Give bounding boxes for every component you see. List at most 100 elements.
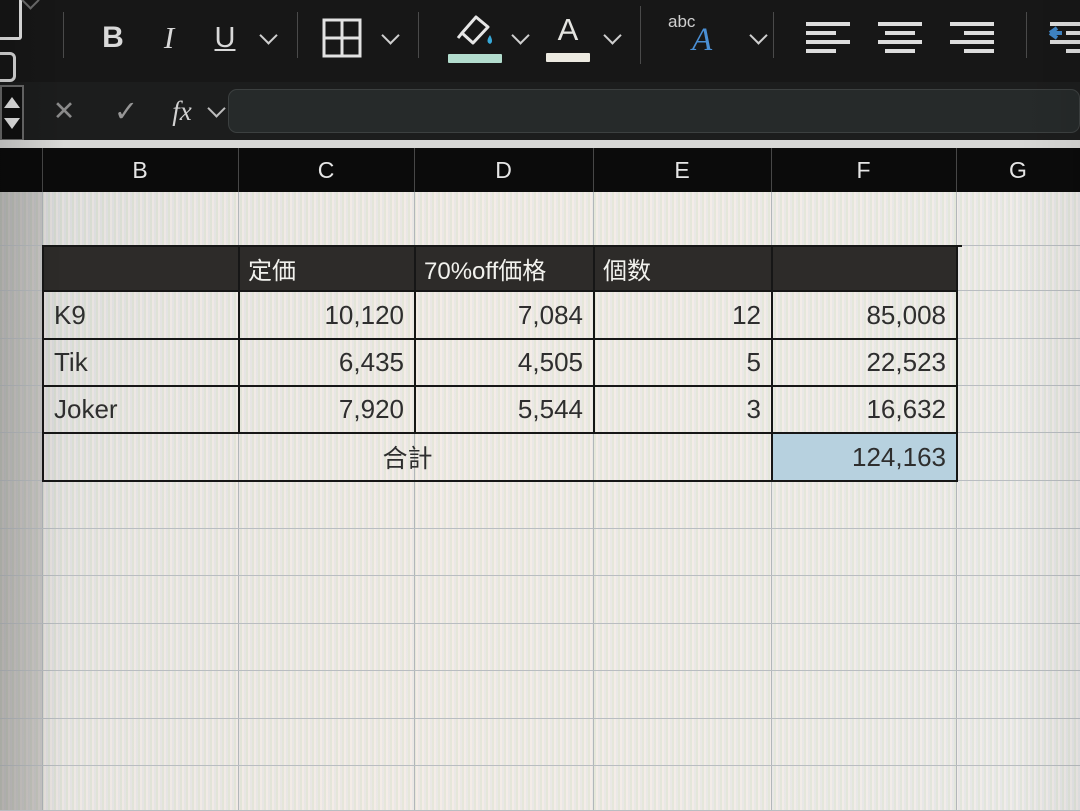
fx-icon: fx [172, 95, 192, 126]
table-header-quantity[interactable]: 個数 [595, 247, 773, 292]
italic-label: I [163, 20, 175, 55]
stepper-down-icon [4, 118, 20, 129]
cell-name[interactable]: Joker [44, 387, 240, 434]
column-header-C[interactable]: C [238, 148, 415, 192]
bold-label: B [102, 21, 124, 54]
toolbar-divider [418, 12, 419, 58]
column-header-D[interactable]: D [414, 148, 594, 192]
stepper-up-icon [4, 97, 20, 108]
cancel-entry-button[interactable]: ✕ [46, 82, 82, 140]
decrease-indent-button[interactable] [1046, 10, 1080, 66]
cell-discount-price[interactable]: 5,544 [416, 387, 595, 434]
fill-color-swatch [448, 54, 502, 63]
toolbar-divider [297, 12, 298, 58]
chevron-down-icon [206, 98, 226, 118]
underline-button[interactable]: U [204, 10, 246, 66]
chevron-down-icon [258, 25, 278, 45]
gridline [42, 192, 43, 810]
function-dropdown[interactable] [204, 82, 228, 140]
fill-color-button[interactable] [448, 10, 502, 66]
font-color-letter: A [557, 12, 579, 47]
column-header-B[interactable]: B [42, 148, 239, 192]
gridline [0, 528, 1080, 529]
toolbar-divider [640, 6, 641, 64]
price-table: 定価 70%off価格 個数 K9 10,120 7,084 12 85,008… [42, 245, 962, 482]
table-header-amount[interactable] [773, 247, 958, 292]
font-color-swatch [546, 53, 590, 62]
font-color-dropdown[interactable] [600, 10, 624, 66]
table-header-discount-price[interactable]: 70%off価格 [416, 247, 595, 292]
underline-label: U [214, 21, 236, 54]
chevron-down-icon [510, 25, 530, 45]
row-header-sliver [0, 192, 42, 810]
cell-amount[interactable]: 22,523 [773, 340, 958, 387]
toolbar-divider [1026, 12, 1027, 58]
cancel-x-icon: ✕ [52, 95, 76, 126]
cell-list-price[interactable]: 10,120 [240, 292, 416, 340]
column-header-G[interactable]: G [1009, 156, 1027, 183]
fill-color-dropdown[interactable] [508, 10, 532, 66]
cropped-chevron-icon [21, 0, 40, 10]
borders-dropdown[interactable] [378, 10, 402, 66]
paint-bucket-icon [456, 15, 492, 45]
toolbar-divider [63, 12, 64, 58]
toolbar-divider [773, 12, 774, 58]
align-left-button[interactable] [802, 10, 854, 66]
panel-divider-strip [0, 140, 1080, 148]
align-right-button[interactable] [946, 10, 998, 66]
phonetic-abc-icon: abc A [668, 12, 713, 58]
cell-discount-price[interactable]: 4,505 [416, 340, 595, 387]
gridline [593, 192, 594, 810]
gridline [0, 623, 1080, 624]
gridline [238, 192, 239, 810]
cell-quantity[interactable]: 3 [595, 387, 773, 434]
align-left-icon [806, 22, 850, 53]
column-header-corner[interactable] [0, 148, 43, 192]
sheet-grid[interactable]: 定価 70%off価格 個数 K9 10,120 7,084 12 85,008… [0, 192, 1080, 811]
italic-button[interactable]: I [150, 10, 188, 66]
borders-button[interactable] [318, 10, 366, 66]
cell-quantity[interactable]: 5 [595, 340, 773, 387]
gridline [0, 575, 1080, 576]
gridline [0, 670, 1080, 671]
cell-name[interactable]: K9 [44, 292, 240, 340]
toolbar: B I U A [0, 0, 1080, 82]
font-color-button[interactable]: A [546, 10, 590, 66]
phonetic-dropdown[interactable] [746, 10, 770, 66]
column-header-F[interactable]: F [771, 148, 957, 192]
chevron-down-icon [602, 25, 622, 45]
borders-grid-icon [322, 18, 362, 58]
cell-total-label[interactable]: 合計 [44, 434, 773, 482]
table-header-list-price[interactable]: 定価 [240, 247, 416, 292]
insert-function-button[interactable]: fx [162, 82, 202, 140]
cell-quantity[interactable]: 12 [595, 292, 773, 340]
decrease-indent-icon [1048, 22, 1080, 53]
confirm-entry-button[interactable]: ✓ [106, 82, 146, 140]
formula-bar: ✕ ✓ fx [0, 82, 1080, 141]
gridline [771, 192, 772, 810]
gridline [0, 718, 1080, 719]
column-header-row: B C D E F G [0, 148, 1080, 192]
column-header-E[interactable]: E [593, 148, 772, 192]
cell-discount-price[interactable]: 7,084 [416, 292, 595, 340]
gridline [0, 765, 1080, 766]
cell-list-price[interactable]: 7,920 [240, 387, 416, 434]
cell-amount[interactable]: 16,632 [773, 387, 958, 434]
align-center-button[interactable] [874, 10, 926, 66]
cropped-icon-fragment [0, 0, 22, 40]
bold-button[interactable]: B [92, 10, 134, 66]
chevron-down-icon [380, 25, 400, 45]
table-header-name[interactable] [44, 247, 240, 292]
gridline [414, 192, 415, 810]
name-box-stepper[interactable] [0, 85, 24, 141]
phonetic-guide-button[interactable]: abc A [664, 10, 742, 66]
cell-total-amount[interactable]: 124,163 [773, 434, 958, 482]
gridline [956, 192, 957, 810]
cell-list-price[interactable]: 6,435 [240, 340, 416, 387]
cropped-icon-fragment-2 [0, 52, 16, 82]
cell-name[interactable]: Tik [44, 340, 240, 387]
cell-amount[interactable]: 85,008 [773, 292, 958, 340]
formula-input[interactable] [228, 89, 1080, 133]
underline-dropdown[interactable] [256, 10, 280, 66]
chevron-down-icon [748, 25, 768, 45]
